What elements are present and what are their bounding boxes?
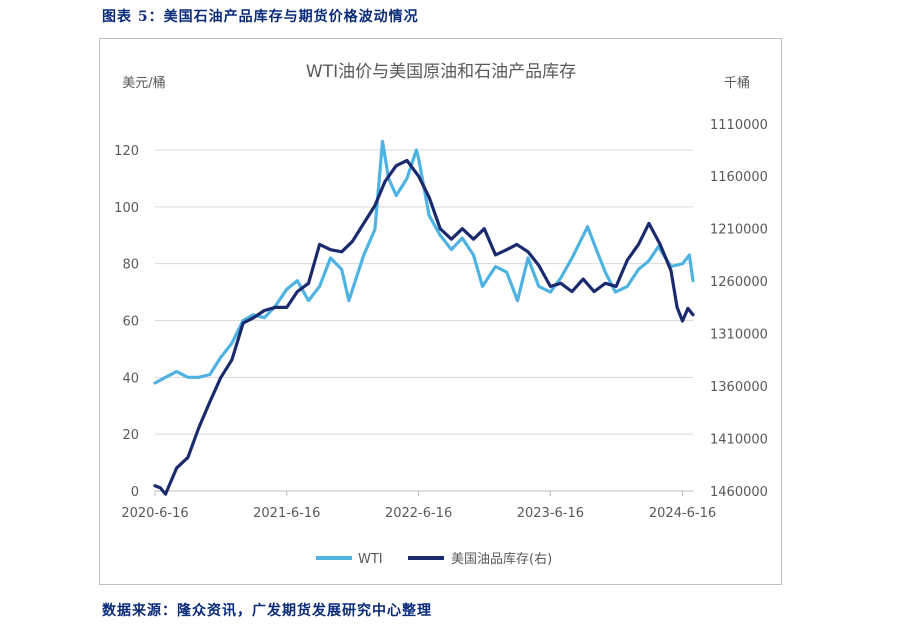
y-axis-right-ticks: 1110000 1160000 1210000 1260000 1310000 13600… — [710, 118, 768, 500]
legend: WTI 美国油品库存(右) — [316, 551, 552, 567]
y-right-tick-label: 1110000 — [710, 118, 768, 133]
y-right-tick-label: 1260000 — [710, 275, 768, 290]
y-left-tick-label: 100 — [114, 201, 139, 216]
y-left-tick-label: 120 — [114, 144, 139, 159]
x-tick-label: 2024-6-16 — [649, 506, 716, 521]
y-right-tick-label: 1410000 — [710, 433, 768, 448]
y-right-tick-label: 1460000 — [710, 485, 768, 500]
y-right-tick-label: 1160000 — [710, 170, 768, 185]
y-right-tick-label: 1210000 — [710, 223, 768, 238]
y-left-tick-label: 60 — [122, 315, 139, 330]
legend-label-wti: WTI — [358, 552, 383, 567]
series-line-wti — [153, 139, 695, 385]
y-right-tick-label: 1310000 — [710, 328, 768, 343]
y-right-tick-label: 1360000 — [710, 380, 768, 395]
chart-frame — [99, 38, 782, 585]
y-left-tick-label: 20 — [122, 428, 139, 443]
x-tick-label: 2023-6-16 — [517, 506, 584, 521]
series-line-inventory — [153, 158, 695, 496]
chart-title: WTI油价与美国原油和石油产品库存 — [306, 62, 576, 82]
y-left-tick-label: 0 — [131, 485, 139, 500]
x-axis-ticks: 2020-6-16 2021-6-16 2022-6-16 2023-6-16 2024… — [121, 491, 716, 521]
y-axis-left-ticks: 0 20 40 60 80 100 120 — [114, 144, 139, 500]
y-left-tick-label: 80 — [122, 258, 139, 273]
y-axis-right-label: 千桶 — [724, 76, 750, 91]
x-tick-label: 2021-6-16 — [253, 506, 320, 521]
y-left-tick-label: 40 — [122, 371, 139, 386]
x-tick-label: 2020-6-16 — [121, 506, 188, 521]
x-tick-label: 2022-6-16 — [385, 506, 452, 521]
source-note: 数据来源：隆众资讯，广发期货发展研究中心整理 — [102, 603, 432, 619]
series-layer — [153, 139, 695, 496]
figure-title: 图表 5：美国石油产品库存与期货价格波动情况 — [102, 9, 419, 25]
y-axis-left-label: 美元/桶 — [122, 76, 165, 91]
legend-label-inventory: 美国油品库存(右) — [451, 551, 552, 567]
